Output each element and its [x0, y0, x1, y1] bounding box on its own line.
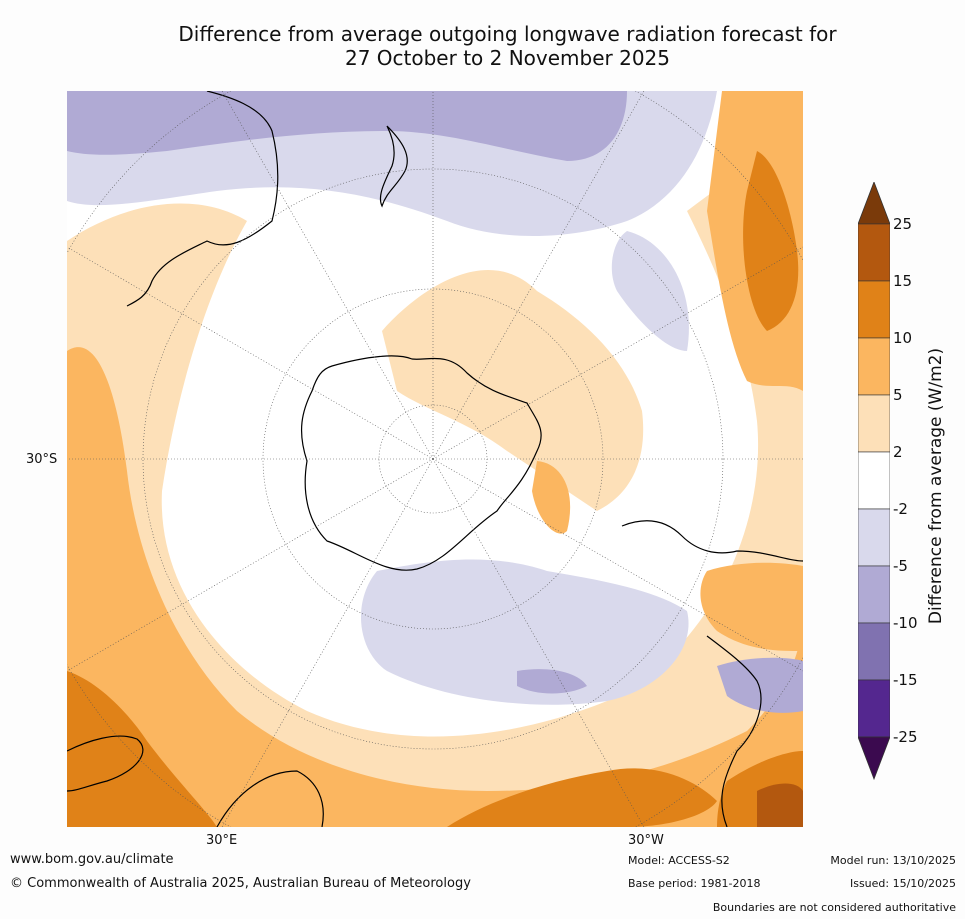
colorbar-svg	[857, 180, 891, 781]
southernafrica-coastline	[67, 735, 324, 827]
title-line-1: Difference from average outgoing longwav…	[178, 22, 837, 46]
colorbar-tick: 25	[893, 215, 913, 233]
colorbar-tick: -5	[893, 557, 908, 575]
anomaly-region-m5-m10-north	[67, 91, 627, 161]
anomaly-region-m2-m5-east	[611, 231, 689, 351]
chart-title: Difference from average outgoing longwav…	[100, 22, 915, 70]
anomaly-region-2-5-center	[382, 270, 644, 511]
anomaly-region-m2-m5-south	[360, 559, 689, 705]
anomaly-region-10-15-east	[743, 151, 799, 331]
footer-base-period: Base period: 1981-2018	[628, 877, 761, 890]
colorbar-tick: 10	[893, 329, 913, 347]
colorbar-band-15-25	[857, 223, 891, 282]
colorbar-extend-top	[857, 180, 891, 225]
colorbar-tick: -15	[893, 671, 918, 689]
footer-copyright: © Commonwealth of Australia 2025, Austra…	[10, 876, 471, 891]
anomaly-region-5-10-southpacific	[532, 461, 571, 534]
colorbar-extend-bottom	[857, 736, 891, 781]
polar-map[interactable]	[67, 91, 803, 827]
colorbar-band-m5-m2	[857, 508, 891, 567]
title-line-2: 27 October to 2 November 2025	[344, 46, 671, 70]
footer-model: Model: ACCESS-S2	[628, 854, 730, 867]
colorbar-tick: -25	[893, 728, 918, 746]
anomaly-region-m5-m10-south	[517, 669, 587, 694]
antarctica-coastline	[301, 355, 542, 571]
map-svg	[67, 91, 803, 827]
colorbar-title: Difference from average (W/m2)	[926, 347, 946, 625]
colorbar-band-m2-2	[857, 451, 891, 510]
graticule	[67, 91, 803, 827]
lon-label-30e: 30°E	[206, 833, 238, 848]
footer-disclaimer: Boundaries are not considered authoritat…	[712, 901, 956, 914]
colorbar-tick: 15	[893, 272, 913, 290]
anomaly-region-10-15-south	[447, 768, 717, 827]
colorbar-band-m25-m15	[857, 679, 891, 738]
colorbar-tick: -2	[893, 500, 908, 518]
colorbar-tick: 5	[893, 386, 903, 404]
footer-issued: Issued: 15/10/2025	[849, 877, 956, 890]
colorbar-band-10-15	[857, 280, 891, 339]
colorbar	[857, 180, 891, 786]
footer-website-link[interactable]: www.bom.gov.au/climate	[10, 852, 174, 867]
colorbar-band-m15-m10	[857, 622, 891, 681]
colorbar-tick: 2	[893, 443, 903, 461]
colorbar-band-m10-m5	[857, 565, 891, 624]
anomaly-region-5-10-southamerica	[700, 562, 803, 651]
anomaly-region-15-25	[757, 783, 803, 827]
colorbar-band-5-10	[857, 337, 891, 396]
southamerica-coastline	[621, 520, 803, 827]
anomaly-region-10-15-southwest	[67, 671, 217, 827]
colorbar-band-2-5	[857, 394, 891, 453]
lat-label-30s: 30°S	[26, 452, 58, 467]
newzealand-coastline	[379, 125, 408, 208]
lon-label-30w: 30°W	[628, 833, 664, 848]
footer-model-run: Model run: 13/10/2025	[830, 854, 956, 867]
australia-coastline	[126, 91, 279, 307]
anomaly-region-m5-m10-southamerica	[717, 657, 803, 713]
colorbar-tick: -10	[893, 614, 918, 632]
